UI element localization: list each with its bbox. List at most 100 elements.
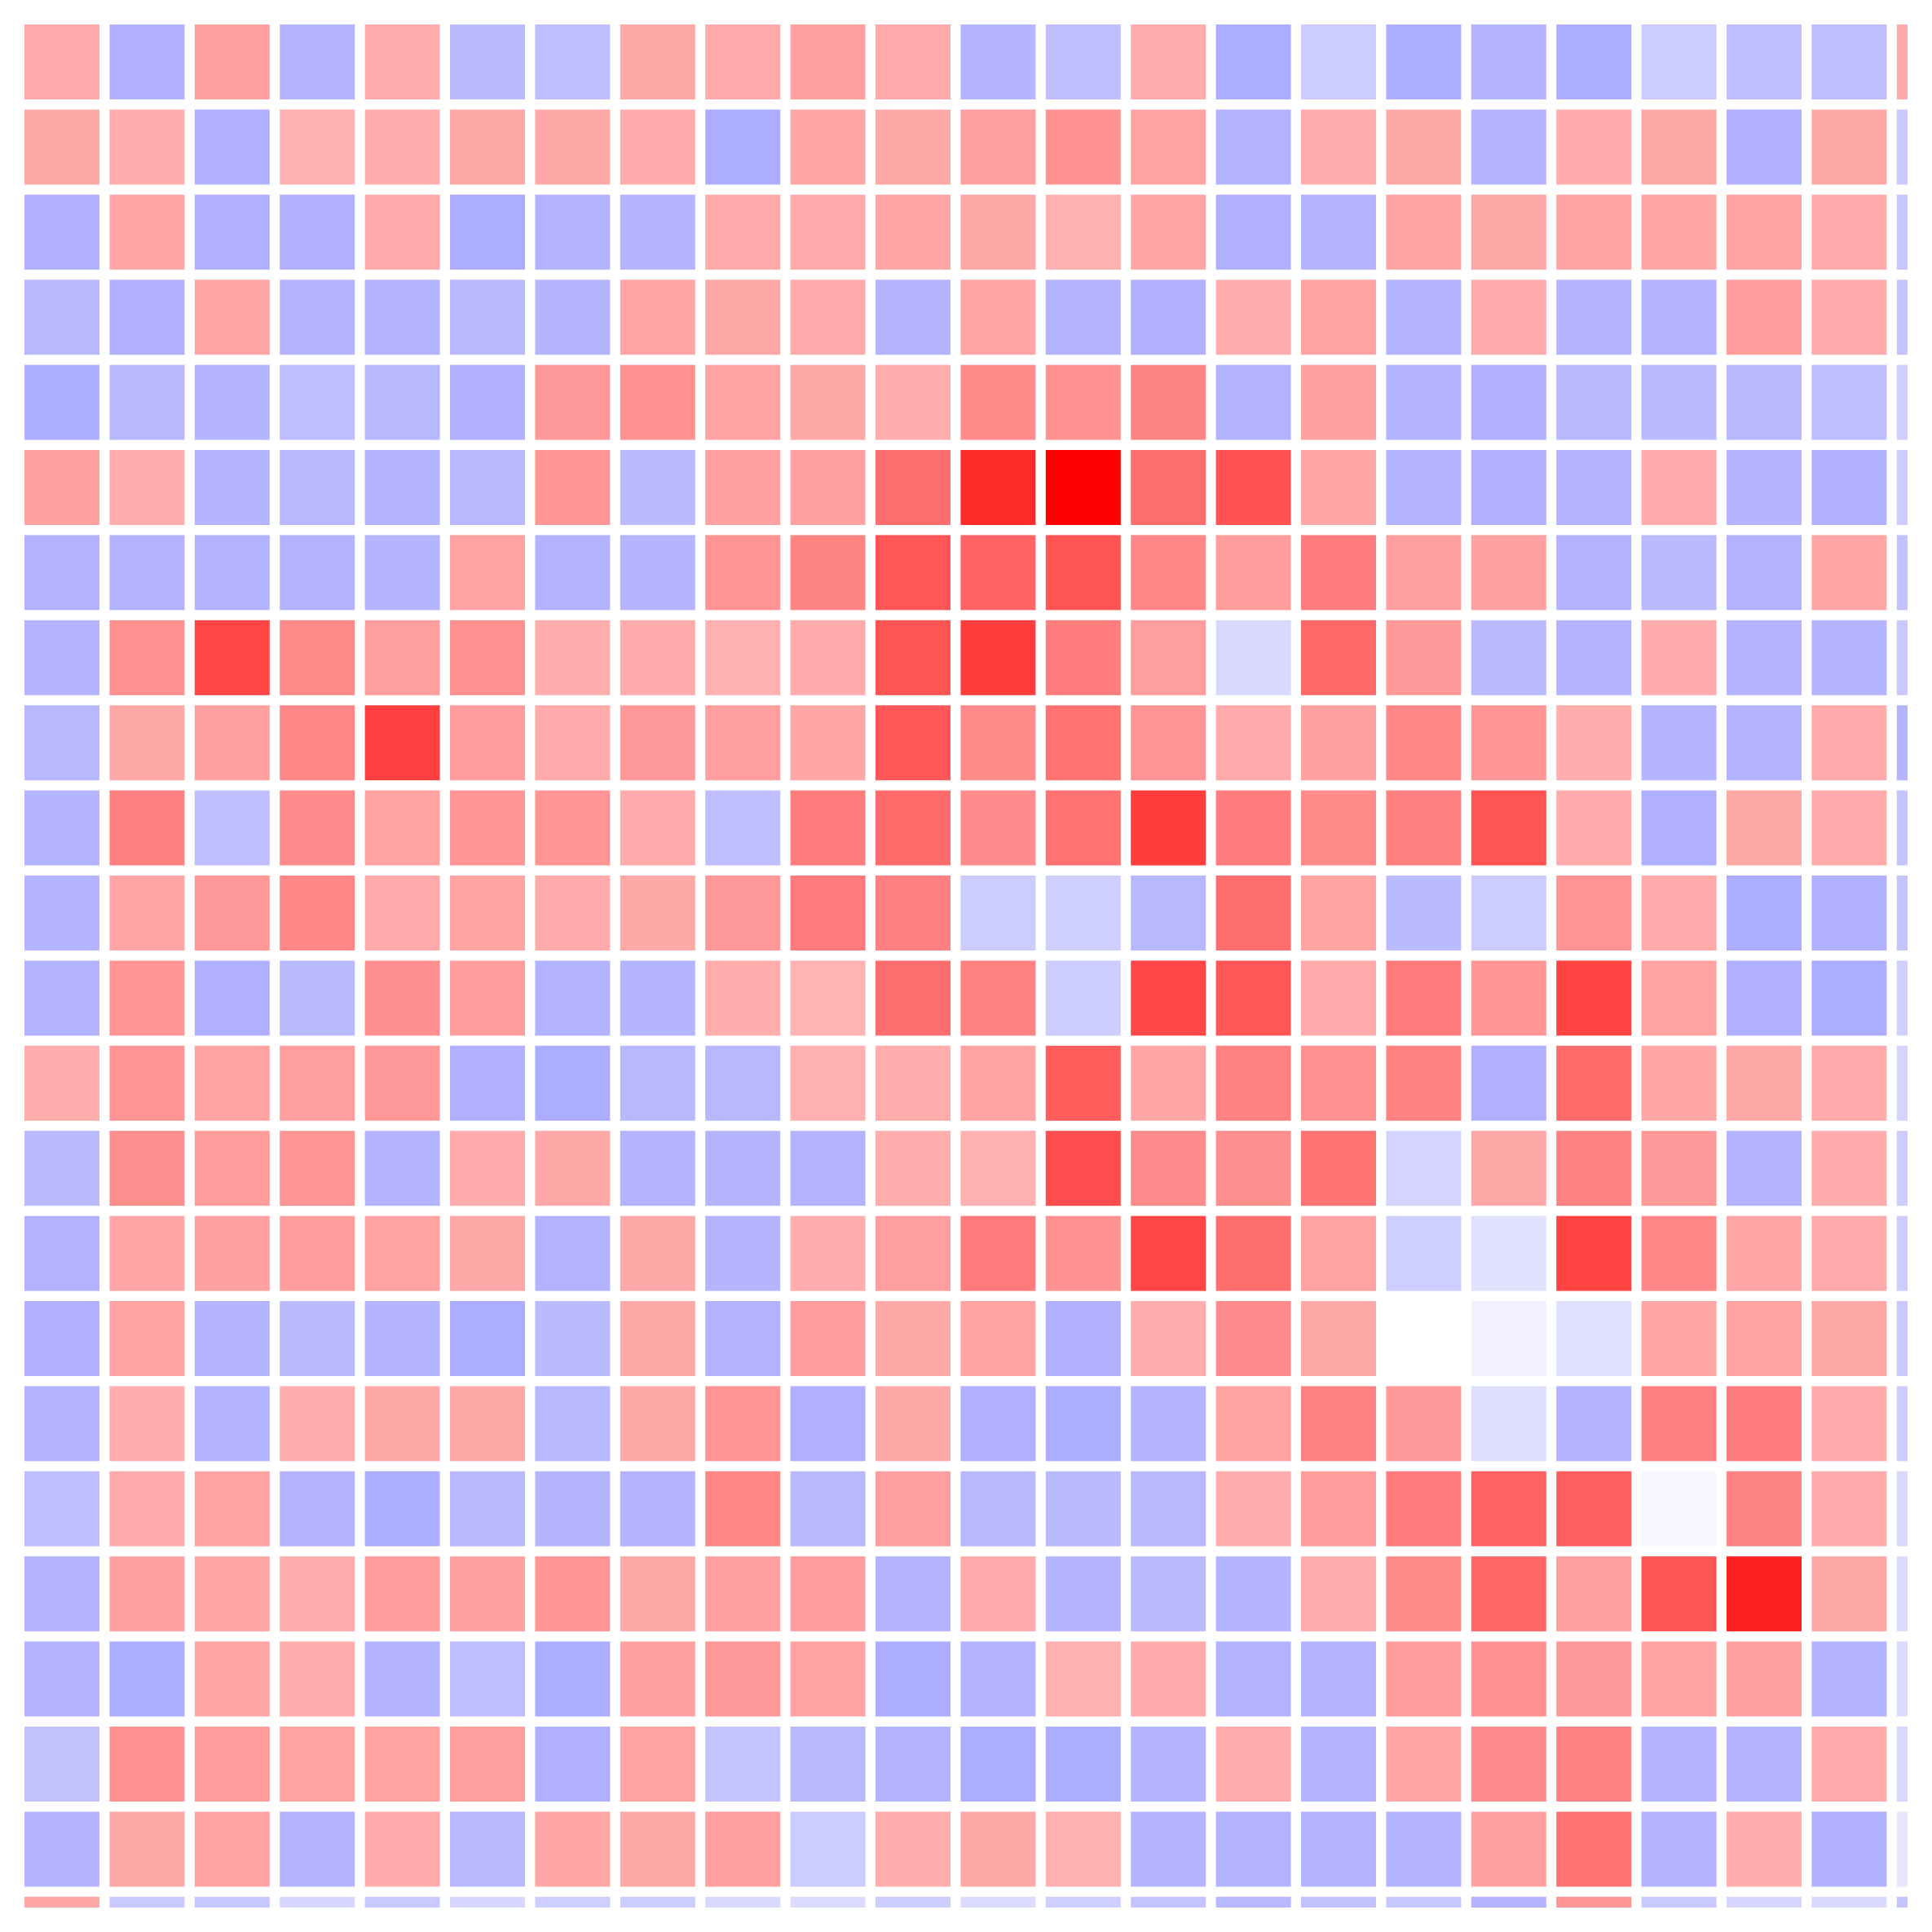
- heatmap-cell-r3-c22: [1896, 280, 1908, 355]
- heatmap-cell-r18-c9: [790, 1556, 866, 1632]
- heatmap-cell-r1-c1: [109, 109, 185, 185]
- heatmap-cell-r11-c3: [280, 960, 355, 1036]
- heatmap-cell-r5-c8: [705, 450, 781, 525]
- heatmap-cell-r20-c16: [1386, 1727, 1462, 1802]
- heatmap-cell-r4-c8: [705, 364, 781, 440]
- heatmap-cell-r11-c0: [24, 960, 99, 1036]
- heatmap-cell-r11-c18: [1556, 960, 1632, 1036]
- heatmap-cell-r5-c15: [1301, 450, 1376, 525]
- heatmap-cell-r2-c16: [1386, 194, 1462, 270]
- heatmap-cell-r1-c6: [535, 109, 611, 185]
- heatmap-cell-r5-c12: [1045, 450, 1121, 525]
- heatmap-cell-r4-c6: [535, 364, 611, 440]
- heatmap-cell-r16-c4: [364, 1386, 440, 1462]
- heatmap-cell-r0-c17: [1471, 24, 1546, 99]
- heatmap-cell-r8-c17: [1471, 705, 1546, 781]
- heatmap-cell-r15-c4: [364, 1301, 440, 1376]
- heatmap-cell-r5-c14: [1215, 450, 1291, 525]
- heatmap-cell-r5-c4: [364, 450, 440, 525]
- heatmap-cell-r14-c17: [1471, 1215, 1546, 1291]
- heatmap-cell-r7-c7: [620, 620, 695, 695]
- heatmap-cell-r16-c6: [535, 1386, 611, 1462]
- heatmap-cell-r4-c15: [1301, 364, 1376, 440]
- heatmap-cell-r15-c3: [280, 1301, 355, 1376]
- heatmap-cell-r12-c21: [1811, 1045, 1887, 1121]
- heatmap-cell-r20-c10: [876, 1727, 951, 1802]
- heatmap-cell-r0-c2: [194, 24, 270, 99]
- heatmap-cell-r18-c15: [1301, 1556, 1376, 1632]
- heatmap-cell-r5-c9: [790, 450, 866, 525]
- heatmap-cell-r22-c14: [1215, 1896, 1291, 1908]
- heatmap-cell-r21-c13: [1131, 1811, 1206, 1887]
- heatmap-cell-r19-c21: [1811, 1641, 1887, 1717]
- heatmap-cell-r4-c10: [876, 364, 951, 440]
- heatmap-cell-r5-c21: [1811, 450, 1887, 525]
- heatmap-cell-r11-c16: [1386, 960, 1462, 1036]
- heatmap-cell-r7-c1: [109, 620, 185, 695]
- heatmap-cell-r15-c14: [1215, 1301, 1291, 1376]
- heatmap-cell-r7-c16: [1386, 620, 1462, 695]
- heatmap-cell-r4-c17: [1471, 364, 1546, 440]
- heatmap-cell-r22-c7: [620, 1896, 695, 1908]
- heatmap-cell-r14-c12: [1045, 1215, 1121, 1291]
- heatmap-cell-r11-c22: [1896, 960, 1908, 1036]
- heatmap-cell-r19-c5: [450, 1641, 525, 1717]
- heatmap-cell-r18-c11: [960, 1556, 1036, 1632]
- heatmap-cell-r12-c11: [960, 1045, 1036, 1121]
- heatmap-cell-r2-c4: [364, 194, 440, 270]
- heatmap-cell-r0-c7: [620, 24, 695, 99]
- heatmap-cell-r22-c18: [1556, 1896, 1632, 1908]
- heatmap-cell-r5-c6: [535, 450, 611, 525]
- heatmap-cell-r7-c19: [1641, 620, 1717, 695]
- heatmap-cell-r17-c1: [109, 1471, 185, 1546]
- heatmap-cell-r4-c14: [1215, 364, 1291, 440]
- heatmap-cell-r14-c1: [109, 1215, 185, 1291]
- heatmap-cell-r11-c21: [1811, 960, 1887, 1036]
- heatmap-cell-r3-c14: [1215, 280, 1291, 355]
- heatmap-cell-r15-c0: [24, 1301, 99, 1376]
- heatmap-cell-r10-c20: [1727, 876, 1802, 951]
- heatmap-cell-r8-c19: [1641, 705, 1717, 781]
- heatmap-cell-r22-c8: [705, 1896, 781, 1908]
- heatmap-cell-r22-c1: [109, 1896, 185, 1908]
- heatmap-cell-r11-c14: [1215, 960, 1291, 1036]
- heatmap-cell-r1-c17: [1471, 109, 1546, 185]
- heatmap-cell-r5-c18: [1556, 450, 1632, 525]
- heatmap-cell-r8-c11: [960, 705, 1036, 781]
- heatmap-cell-r12-c1: [109, 1045, 185, 1121]
- heatmap-cell-r22-c20: [1727, 1896, 1802, 1908]
- heatmap-cell-r20-c6: [535, 1727, 611, 1802]
- heatmap-cell-r3-c4: [364, 280, 440, 355]
- heatmap-cell-r1-c3: [280, 109, 355, 185]
- heatmap-cell-r21-c19: [1641, 1811, 1717, 1887]
- heatmap-cell-r10-c22: [1896, 876, 1908, 951]
- heatmap-cell-r15-c19: [1641, 1301, 1717, 1376]
- heatmap-cell-r16-c5: [450, 1386, 525, 1462]
- heatmap-cell-r1-c5: [450, 109, 525, 185]
- heatmap-cell-r19-c2: [194, 1641, 270, 1717]
- heatmap-cell-r13-c9: [790, 1131, 866, 1206]
- heatmap-cell-r5-c17: [1471, 450, 1546, 525]
- heatmap-cell-r4-c22: [1896, 364, 1908, 440]
- heatmap-cell-r15-c6: [535, 1301, 611, 1376]
- heatmap-cell-r17-c5: [450, 1471, 525, 1546]
- heatmap-cell-r13-c8: [705, 1131, 781, 1206]
- heatmap-cell-r21-c0: [24, 1811, 99, 1887]
- heatmap-cell-r18-c22: [1896, 1556, 1908, 1632]
- heatmap-cell-r0-c11: [960, 24, 1036, 99]
- heatmap-cell-r20-c8: [705, 1727, 781, 1802]
- heatmap-cell-r7-c13: [1131, 620, 1206, 695]
- heatmap-cell-r22-c21: [1811, 1896, 1887, 1908]
- heatmap-cell-r11-c4: [364, 960, 440, 1036]
- heatmap-cell-r11-c2: [194, 960, 270, 1036]
- heatmap-cell-r2-c18: [1556, 194, 1632, 270]
- heatmap-cell-r9-c0: [24, 790, 99, 866]
- heatmap-cell-r21-c18: [1556, 1811, 1632, 1887]
- heatmap-cell-r13-c11: [960, 1131, 1036, 1206]
- heatmap-cell-r20-c17: [1471, 1727, 1546, 1802]
- heatmap-cell-r6-c21: [1811, 535, 1887, 611]
- heatmap-cell-r0-c3: [280, 24, 355, 99]
- heatmap-cell-r20-c7: [620, 1727, 695, 1802]
- heatmap-cell-r10-c6: [535, 876, 611, 951]
- heatmap-cell-r2-c3: [280, 194, 355, 270]
